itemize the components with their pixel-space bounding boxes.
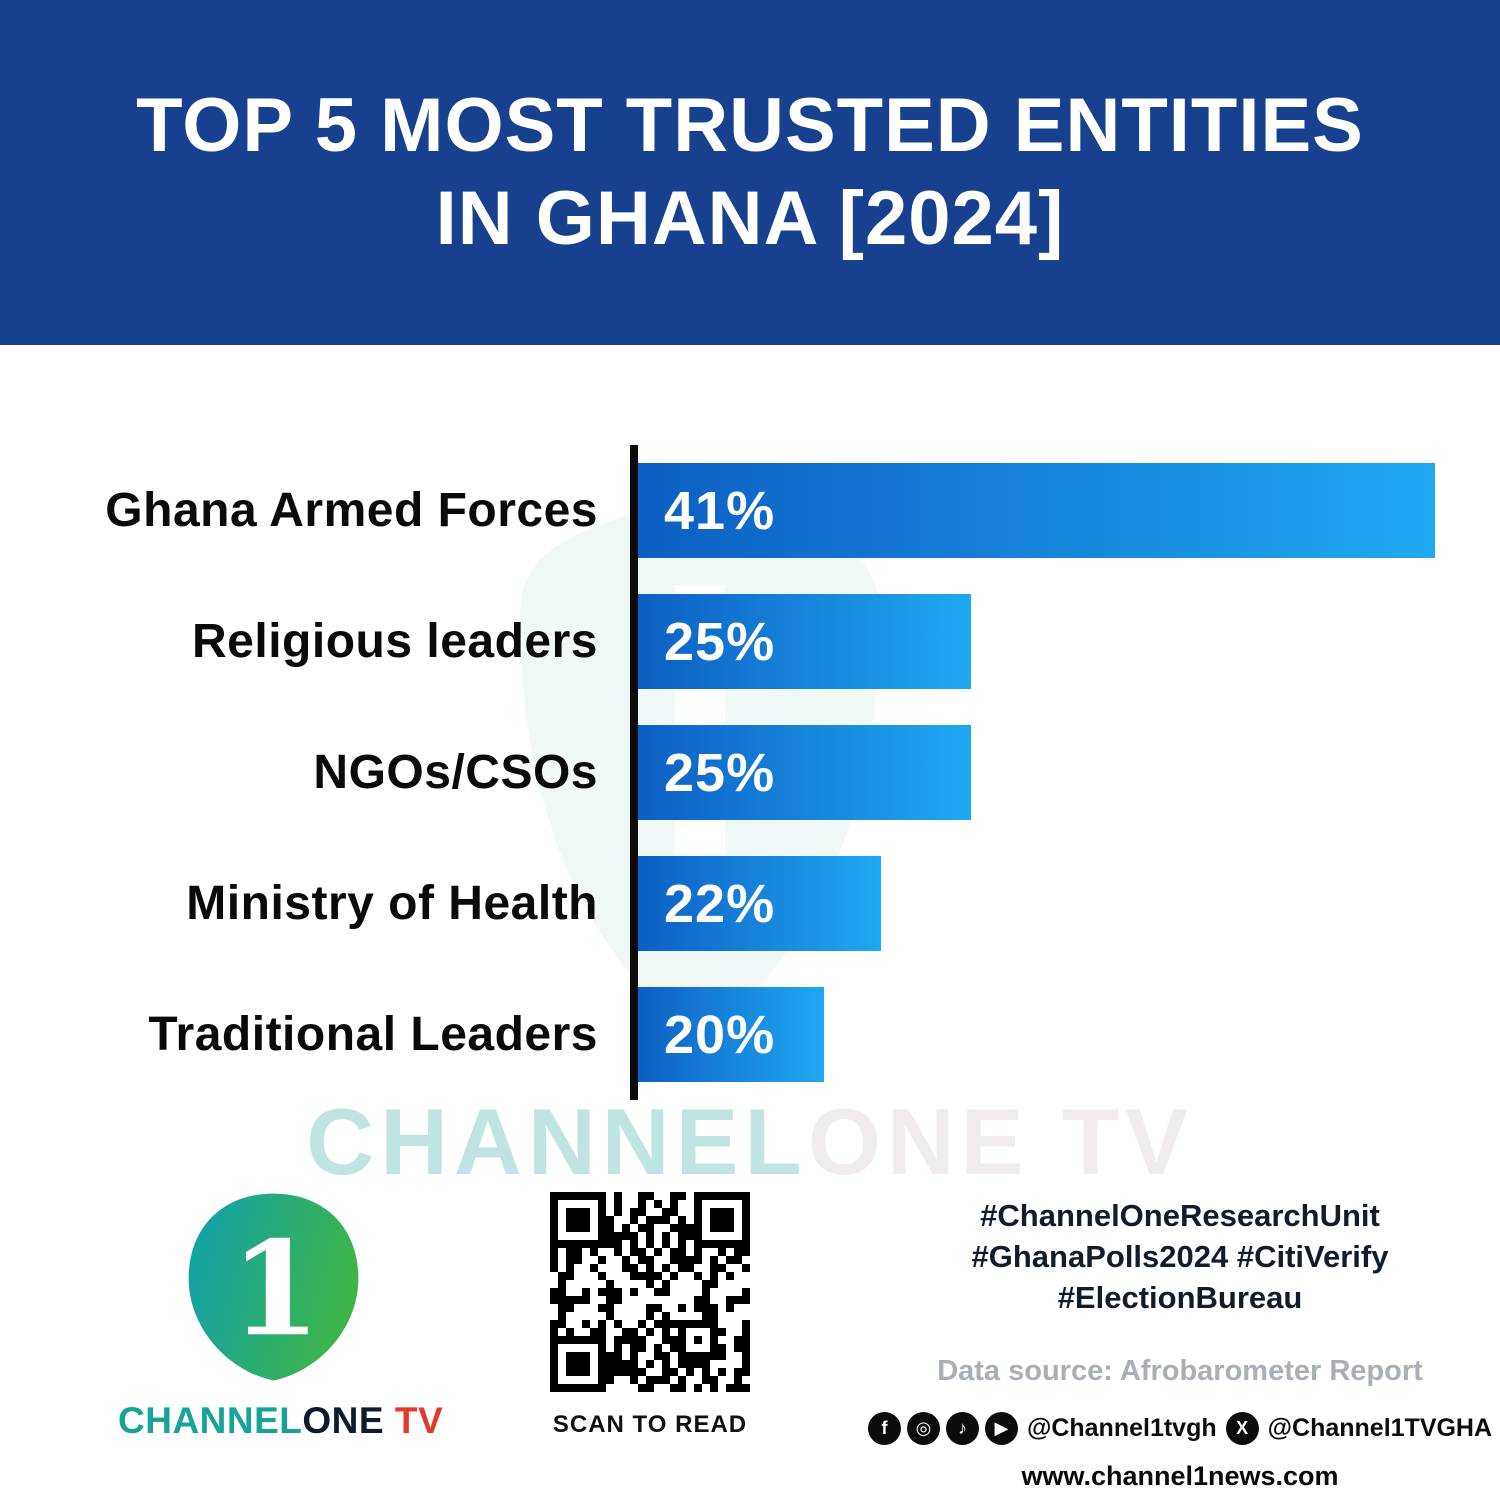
category-label: Ministry of Health [186, 877, 598, 930]
category-label: Traditional Leaders [148, 1008, 598, 1061]
social-icons: f ◎ ♪ ▶ [867, 1411, 1018, 1445]
hashtag-line-3: #ElectionBureau [1057, 1279, 1303, 1315]
bar: 25% [638, 725, 971, 820]
bar: 41% [638, 463, 1435, 558]
chart-row: Ministry of Health 22% [0, 838, 1500, 969]
channel-one-logo-block: 1 CHANNELONE TV [118, 1182, 443, 1442]
social-row: f ◎ ♪ ▶ @Channel1tvgh X @Channel1TVGHA [867, 1411, 1492, 1445]
hashtag-line-2: #GhanaPolls2024 #CitiVerify [971, 1238, 1389, 1274]
qr-code [550, 1192, 750, 1392]
wordmark-tv: TV [384, 1400, 444, 1441]
youtube-icon: ▶ [984, 1411, 1018, 1445]
bar-chart: Ghana Armed Forces 41% Religious leaders 25… [0, 445, 1500, 1100]
tiktok-icon: ♪ [945, 1411, 979, 1445]
logo-numeral: 1 [230, 1212, 321, 1365]
channel-one-logo-icon: 1 [188, 1193, 358, 1381]
watermark-part1: CHANNEL [306, 1089, 808, 1194]
chart-row: Religious leaders 25% [0, 576, 1500, 707]
bar-value-label: 20% [664, 1004, 776, 1065]
chart-row: NGOs/CSOs 25% [0, 707, 1500, 838]
x-icon: X [1225, 1411, 1259, 1445]
page-title-line1: TOP 5 MOST TRUSTED ENTITIES [136, 82, 1364, 168]
page-title: TOP 5 MOST TRUSTED ENTITIES IN GHANA [20… [136, 80, 1364, 265]
bar-value-label: 22% [664, 873, 776, 934]
category-label: Ghana Armed Forces [105, 484, 598, 537]
social-handle-1: @Channel1tvgh [1026, 1413, 1217, 1442]
bar: 22% [638, 856, 881, 951]
facebook-icon: f [867, 1411, 901, 1445]
qr-block: SCAN TO READ [540, 1192, 760, 1439]
social-handle-2: @Channel1TVGHA [1267, 1413, 1493, 1442]
footer-right-block: #ChannelOneResearchUnit #GhanaPolls2024 … [867, 1196, 1492, 1492]
chart-row: Traditional Leaders 20% [0, 969, 1500, 1100]
category-label: Religious leaders [192, 615, 598, 668]
watermark-part2: ONE TV [807, 1089, 1194, 1194]
hashtags: #ChannelOneResearchUnit #GhanaPolls2024 … [915, 1196, 1445, 1319]
bar: 25% [638, 594, 971, 689]
bar-value-label: 25% [664, 611, 776, 672]
page-title-line2: IN GHANA [2024] [435, 175, 1065, 261]
channel-one-wordmark: CHANNELONE TV [118, 1400, 443, 1442]
qr-caption: SCAN TO READ [552, 1411, 748, 1438]
wordmark-channel: CHANNEL [118, 1400, 303, 1441]
bar-value-label: 41% [664, 480, 776, 541]
chart-row: Ghana Armed Forces 41% [0, 445, 1500, 576]
chart-axis-line [630, 445, 638, 1100]
title-banner: TOP 5 MOST TRUSTED ENTITIES IN GHANA [20… [0, 0, 1500, 345]
channel-one-watermark: CHANNELONE TV [0, 1088, 1500, 1196]
bar-value-label: 25% [664, 742, 776, 803]
website-url: www.channel1news.com [1021, 1460, 1339, 1491]
instagram-icon: ◎ [906, 1411, 940, 1445]
wordmark-one: ONE [302, 1400, 385, 1441]
data-source: Data source: Afrobarometer Report [937, 1354, 1423, 1387]
hashtag-line-1: #ChannelOneResearchUnit [980, 1198, 1380, 1233]
category-label: NGOs/CSOs [313, 746, 598, 799]
bar: 20% [638, 987, 824, 1082]
